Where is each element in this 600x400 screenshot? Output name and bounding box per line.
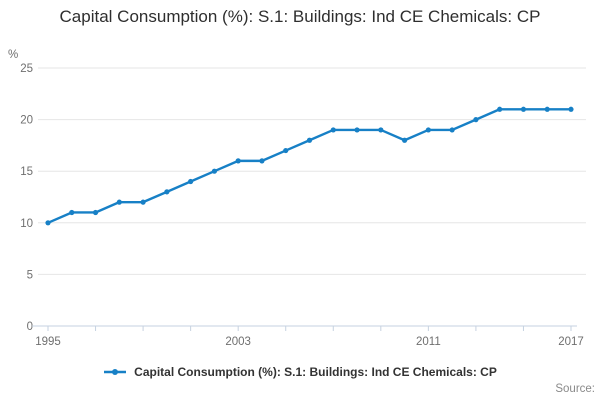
- data-point-marker: [69, 209, 75, 216]
- chart-legend: Capital Consumption (%): S.1: Buildings:…: [0, 362, 600, 382]
- data-point-marker: [306, 137, 313, 143]
- data-point-marker: [330, 127, 336, 133]
- data-point-marker: [568, 106, 574, 112]
- data-point-marker: [378, 127, 384, 133]
- x-axis-tick-label: 2003: [225, 336, 251, 348]
- source-attribution: Source:: [555, 383, 595, 395]
- data-point-marker: [259, 158, 265, 164]
- y-axis-tick-label: 15: [20, 166, 33, 178]
- data-point-marker: [164, 189, 170, 195]
- data-point-marker: [520, 106, 527, 112]
- data-point-marker: [425, 127, 431, 133]
- y-axis-tick-label: 25: [20, 63, 33, 75]
- y-axis-tick-label: 10: [20, 218, 33, 230]
- data-point-marker: [116, 199, 122, 205]
- data-point-marker: [283, 147, 289, 154]
- data-point-marker: [497, 106, 503, 112]
- data-point-marker: [544, 106, 550, 112]
- data-point-marker: [473, 117, 479, 123]
- x-axis-tick-label: 1995: [35, 336, 61, 348]
- data-point-marker: [211, 168, 218, 174]
- data-point-marker: [188, 178, 194, 185]
- y-axis-tick-label: 20: [20, 115, 33, 127]
- data-point-marker: [45, 220, 51, 226]
- data-point-marker: [92, 209, 99, 216]
- data-point-marker: [449, 127, 455, 133]
- y-axis-unit-label: %: [8, 49, 18, 61]
- series-line: [46, 108, 573, 225]
- legend-series-marker-icon: [104, 369, 127, 375]
- y-axis-tick-label: 5: [27, 269, 33, 281]
- data-point-marker: [140, 199, 146, 205]
- chart-title: Capital Consumption (%): S.1: Buildings:…: [59, 7, 541, 26]
- x-axis-tick-label: 2011: [416, 336, 441, 348]
- y-axis-tick-label: 0: [27, 321, 33, 333]
- legend-series-label[interactable]: Capital Consumption (%): S.1: Buildings:…: [134, 365, 497, 379]
- data-point-marker: [235, 158, 241, 164]
- data-point-marker: [401, 137, 408, 143]
- x-axis-tick-label: 2017: [558, 336, 584, 348]
- data-point-marker: [354, 127, 360, 133]
